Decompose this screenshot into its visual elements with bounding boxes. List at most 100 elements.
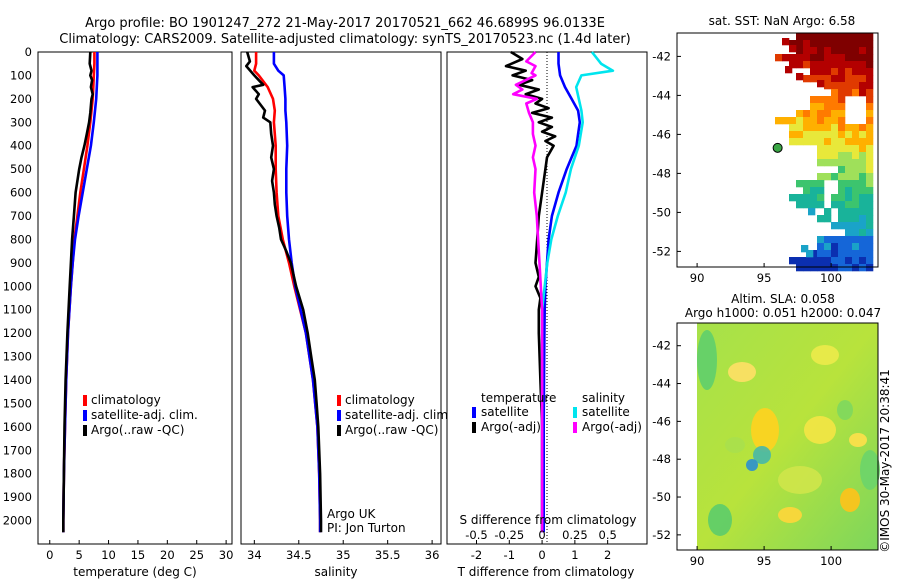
sst-cell — [796, 61, 804, 69]
sst-cell — [866, 229, 874, 237]
sst-cell — [789, 40, 797, 48]
sst-cell — [852, 236, 860, 244]
depth-tick-label: 1300 — [3, 350, 32, 364]
difference-x-ticks: -2 -1 0 1 2 — [471, 540, 611, 562]
sst-cell — [859, 215, 867, 223]
sst-cell — [803, 187, 811, 195]
sst-cell — [838, 68, 846, 76]
sst-cell — [824, 117, 832, 125]
x-tick-label: 10 — [101, 548, 116, 562]
sla-anomaly — [837, 400, 853, 420]
depth-tick-label: 1100 — [3, 303, 32, 317]
x-tick-label: 25 — [189, 548, 204, 562]
s-tick-label: -0.25 — [494, 528, 524, 542]
sst-cell — [796, 40, 804, 48]
sst-cell — [852, 208, 860, 216]
depth-tick-label: 500 — [10, 162, 32, 176]
sst-cell — [838, 117, 846, 125]
sst-cell — [810, 194, 818, 202]
sst-cell — [789, 54, 797, 62]
salinity-series — [245, 51, 323, 533]
sst-cell — [859, 68, 867, 76]
depth-tick-label: 800 — [10, 232, 32, 246]
difference-s-label: S difference from climatology — [460, 513, 637, 527]
depth-tick-label: 600 — [10, 186, 32, 200]
sst-cell — [852, 82, 860, 90]
difference-legend-s-satellite: satellite — [582, 405, 630, 419]
sst-cell — [866, 33, 874, 41]
sst-cell — [859, 236, 867, 244]
sst-cell — [817, 250, 825, 258]
sst-cell — [838, 222, 846, 230]
sst-cell — [838, 264, 846, 272]
sst-cell — [803, 61, 811, 69]
sst-cell — [852, 33, 860, 41]
sst-cell — [810, 40, 818, 48]
sst-cell — [838, 47, 846, 55]
sla-anomaly — [725, 437, 745, 453]
sst-cell — [831, 54, 839, 62]
sst-cell — [824, 61, 832, 69]
sst-cell — [859, 124, 867, 132]
sst-cell — [866, 257, 874, 265]
sst-cell — [831, 173, 839, 181]
map-x-tick-label: 90 — [690, 554, 705, 568]
sst-cell — [831, 145, 839, 153]
sst-cell — [866, 82, 874, 90]
sst-cell — [866, 159, 874, 167]
sst-cell — [845, 47, 853, 55]
sla-anomaly — [840, 488, 860, 512]
sst-cell — [817, 215, 825, 223]
sst-cell — [866, 145, 874, 153]
x-tick-label: 34.5 — [286, 548, 312, 562]
sst-cell — [866, 166, 874, 174]
sst-cell — [803, 124, 811, 132]
temperature-panel: 0 5 10 15 20 25 30 temperature (deg C) climato… — [37, 51, 233, 579]
sst-cell — [845, 124, 853, 132]
map-x-tick-label: 100 — [820, 271, 842, 285]
x-tick-label: 34 — [247, 548, 262, 562]
sst-cell — [831, 110, 839, 118]
sst-cell — [796, 110, 804, 118]
sst-cell — [859, 89, 867, 97]
legend-swatch-satellite — [337, 410, 341, 421]
temperature-legend-argo: Argo(..raw -QC) — [91, 423, 184, 437]
sst-cell — [852, 187, 860, 195]
sst-cell — [866, 215, 874, 223]
sst-cell — [838, 124, 846, 132]
s-tick-label: 0 — [538, 528, 545, 542]
legend-swatch-s-argo — [573, 422, 577, 433]
sst-cell — [803, 201, 811, 209]
sst-cell — [852, 166, 860, 174]
sst-cell — [796, 201, 804, 209]
sst-cell — [817, 124, 825, 132]
sst-cell — [824, 47, 832, 55]
sst-cell — [824, 124, 832, 132]
sla-map-title-line1: Altim. SLA: 0.058 — [731, 292, 835, 306]
sst-cell — [831, 117, 839, 125]
sst-cell — [817, 243, 825, 251]
x-tick-label: 5 — [75, 548, 82, 562]
sst-cell — [845, 82, 853, 90]
sst-cell — [810, 117, 818, 125]
difference-legend-s-argo: Argo(-adj) — [582, 420, 642, 434]
sst-cell — [803, 264, 811, 272]
sst-cell — [866, 138, 874, 146]
x-tick-label: -2 — [471, 548, 482, 562]
sst-cell — [845, 236, 853, 244]
sst-cell — [852, 131, 860, 139]
sst-cell — [824, 68, 832, 76]
map-y-tick-label: -48 — [652, 452, 671, 466]
sst-cell — [817, 80, 825, 88]
sst-cell — [817, 187, 825, 195]
sst-cell — [852, 61, 860, 69]
sst-cell — [831, 124, 839, 132]
sst-cell — [838, 215, 846, 223]
series-line-argo-raw-qc- — [61, 51, 94, 533]
sst-cell — [831, 82, 839, 90]
sst-cell — [817, 96, 825, 104]
map-x-tick-label: 95 — [757, 554, 772, 568]
s-tick-label: 0.5 — [599, 528, 617, 542]
depth-axis: 0 100 200 300 400 500 600 700 800 900 1000 1100 1200… — [3, 45, 32, 528]
